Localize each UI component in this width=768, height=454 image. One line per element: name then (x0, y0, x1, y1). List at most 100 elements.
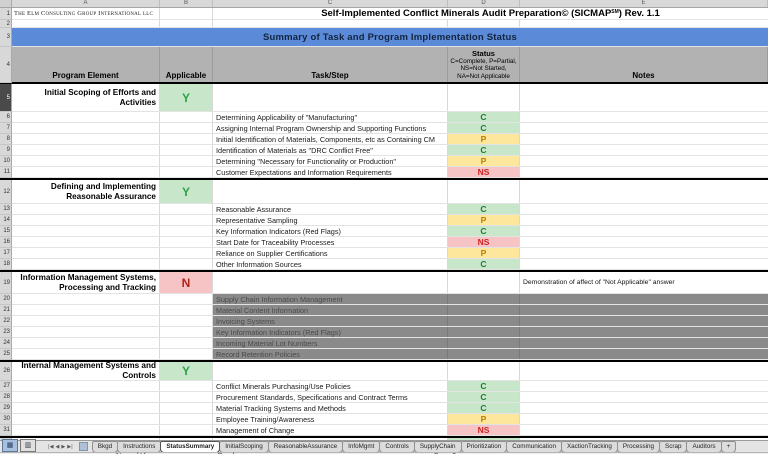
row-number[interactable]: 13 (0, 204, 12, 215)
row-number[interactable]: 16 (0, 237, 12, 248)
row-number[interactable]: 24 (0, 338, 12, 349)
notes-cell[interactable] (520, 84, 768, 111)
row-number[interactable]: 14 (0, 215, 12, 226)
row-number[interactable]: 11 (0, 167, 12, 178)
notes-cell[interactable] (520, 156, 768, 166)
status-cell[interactable] (448, 305, 520, 315)
sheet-tab-instructions[interactable]: Instructions (117, 440, 162, 453)
row-number[interactable]: 26 (0, 362, 12, 381)
sheet-tab-statussummary[interactable]: StatusSummary (160, 440, 221, 453)
program-element-cell[interactable] (12, 237, 160, 247)
applicable-cell[interactable]: Y (160, 84, 213, 111)
tab-scroll-icon-3[interactable]: ▶| (67, 443, 73, 450)
row-number[interactable]: 2 (0, 20, 12, 28)
applicable-cell[interactable] (160, 145, 213, 155)
program-element-cell[interactable] (12, 204, 160, 214)
row-number[interactable]: 25 (0, 349, 12, 360)
task-cell[interactable]: Determining "Necessary for Functionality… (213, 156, 448, 166)
program-element-cell[interactable] (12, 112, 160, 122)
section-title-cell[interactable]: Initial Scoping of Efforts and Activitie… (12, 84, 160, 111)
task-cell[interactable] (213, 272, 448, 293)
status-cell[interactable]: P (448, 248, 520, 258)
program-element-cell[interactable] (12, 316, 160, 326)
row-number[interactable]: 23 (0, 327, 12, 338)
status-cell[interactable] (448, 316, 520, 326)
row-number[interactable]: 4 (0, 47, 12, 83)
row-number[interactable]: 21 (0, 305, 12, 316)
notes-cell[interactable] (520, 259, 768, 269)
program-element-cell[interactable] (12, 226, 160, 236)
program-element-header[interactable]: Program Element (12, 47, 160, 82)
task-cell[interactable]: Incoming Material Lot Numbers (213, 338, 448, 348)
applicable-cell[interactable] (160, 338, 213, 348)
applicable-cell[interactable] (160, 403, 213, 413)
notes-cell[interactable] (520, 226, 768, 236)
status-cell[interactable]: P (448, 414, 520, 424)
status-header[interactable]: Status C=Complete, P=Partial, NS=Not Sta… (448, 47, 520, 82)
status-cell[interactable]: C (448, 112, 520, 122)
notes-cell[interactable] (520, 381, 768, 391)
applicable-cell[interactable] (160, 381, 213, 391)
notes-cell[interactable]: Demonstration of affect of "Not Applicab… (523, 279, 675, 286)
sheet-tab-infomgmt[interactable]: InfoMgmt (342, 440, 381, 453)
status-cell[interactable]: C (448, 226, 520, 236)
program-element-cell[interactable] (12, 145, 160, 155)
applicable-cell[interactable]: N (160, 272, 213, 293)
column-header-d[interactable]: D (448, 0, 520, 7)
status-cell[interactable] (448, 327, 520, 337)
task-cell[interactable]: Representative Sampling (213, 215, 448, 225)
program-element-cell[interactable] (12, 338, 160, 348)
status-cell[interactable]: C (448, 392, 520, 402)
row-number[interactable]: 20 (0, 294, 12, 305)
status-cell[interactable] (448, 338, 520, 348)
task-cell[interactable]: Key Information Indicators (Red Flags) (213, 226, 448, 236)
status-cell[interactable]: P (448, 134, 520, 144)
task-cell[interactable] (213, 180, 448, 203)
row-number[interactable]: 30 (0, 414, 12, 425)
task-cell[interactable] (213, 84, 448, 111)
row-number[interactable]: 6 (0, 112, 12, 123)
notes-cell[interactable] (520, 316, 768, 326)
tab-scroll-icon-0[interactable]: |◀ (48, 443, 54, 450)
program-element-cell[interactable] (12, 392, 160, 402)
applicable-cell[interactable] (160, 392, 213, 402)
status-cell[interactable] (448, 349, 520, 359)
sheet-tab-communication[interactable]: Communication (506, 440, 562, 453)
tab-split-handle[interactable] (78, 442, 88, 451)
program-element-cell[interactable] (12, 327, 160, 337)
applicable-cell[interactable] (160, 204, 213, 214)
task-cell[interactable]: Management of Change (213, 425, 448, 435)
applicable-cell[interactable] (160, 226, 213, 236)
row-number[interactable]: 19 (0, 272, 12, 294)
notes-cell[interactable] (520, 327, 768, 337)
row-number[interactable]: 7 (0, 123, 12, 134)
notes-header[interactable]: Notes (520, 47, 768, 82)
row-number[interactable]: 10 (0, 156, 12, 167)
row-number[interactable]: 18 (0, 259, 12, 270)
row-number[interactable]: 5 (0, 84, 12, 112)
applicable-cell[interactable] (160, 425, 213, 435)
program-element-cell[interactable] (12, 425, 160, 435)
task-cell[interactable]: Customer Expectations and Information Re… (213, 167, 448, 177)
status-cell[interactable]: C (448, 123, 520, 133)
applicable-cell[interactable] (160, 414, 213, 424)
sheet-tab-bkgd[interactable]: Bkgd (91, 440, 119, 453)
notes-cell[interactable] (520, 123, 768, 133)
status-cell[interactable]: C (448, 259, 520, 269)
column-header-b[interactable]: B (160, 0, 213, 7)
sheet-tab-processing[interactable]: Processing (616, 440, 661, 453)
program-element-cell[interactable] (12, 248, 160, 258)
task-cell[interactable]: Start Date for Traceability Processes (213, 237, 448, 247)
section-title-cell[interactable]: Internal Management Systems and Controls (12, 362, 160, 380)
row-number[interactable]: 17 (0, 248, 12, 259)
applicable-cell[interactable] (160, 123, 213, 133)
task-cell[interactable]: Material Tracking Systems and Methods (213, 403, 448, 413)
sheet-tab-xactiontracking[interactable]: XactionTracking (560, 440, 618, 453)
task-cell[interactable]: Invoicing Systems (213, 316, 448, 326)
status-cell[interactable]: C (448, 403, 520, 413)
status-cell[interactable] (448, 362, 520, 380)
notes-cell[interactable] (520, 425, 768, 435)
program-element-cell[interactable] (12, 305, 160, 315)
row-number[interactable]: 1 (0, 8, 12, 20)
sheet-tab-prioritization[interactable]: Prioritization (460, 440, 508, 453)
